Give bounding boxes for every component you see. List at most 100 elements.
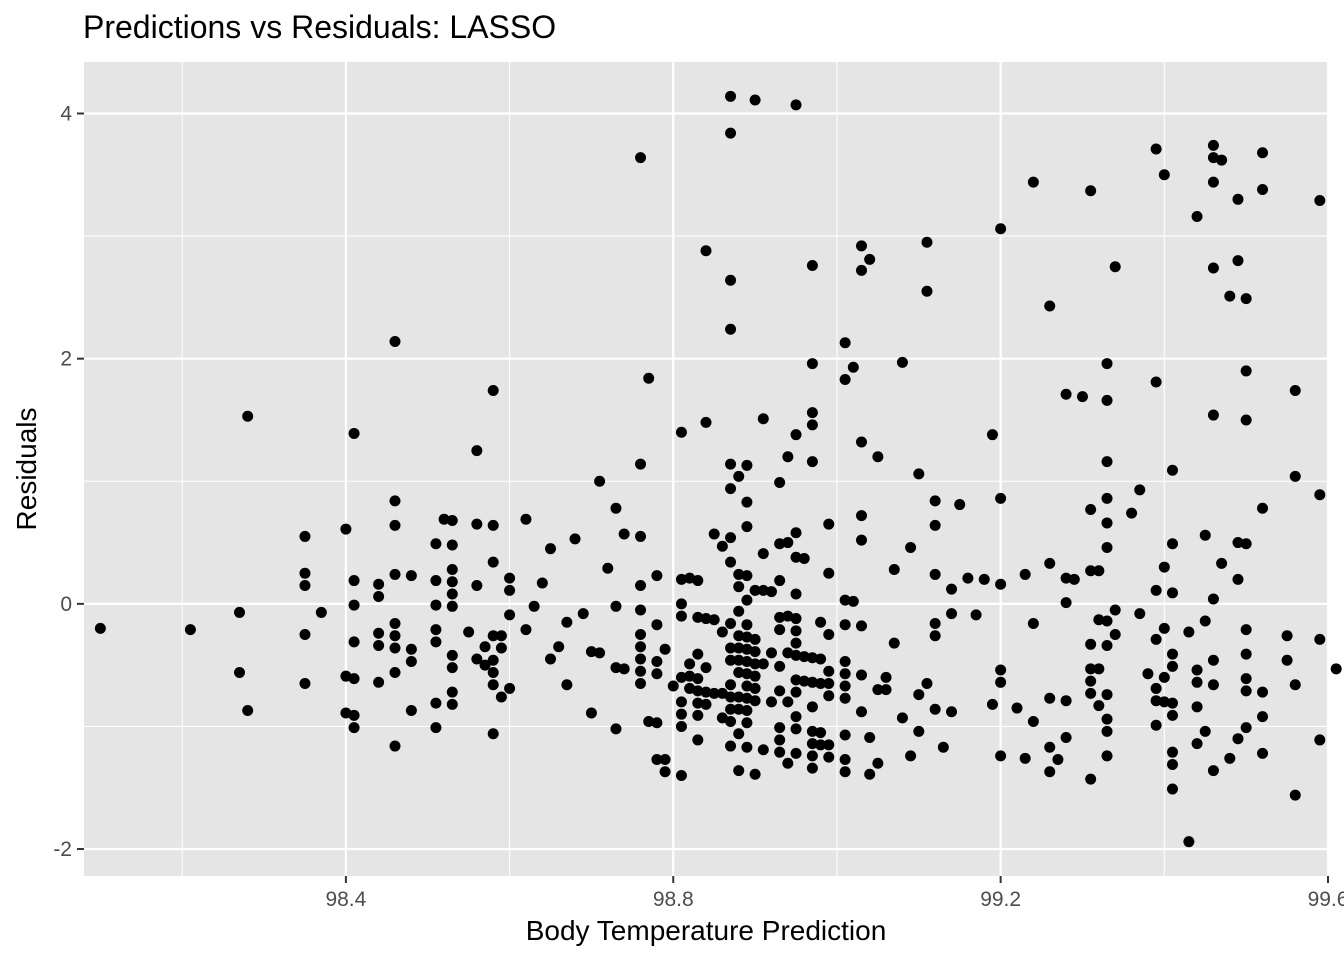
data-point (405, 643, 417, 655)
data-point (651, 754, 663, 766)
data-point (790, 686, 802, 698)
data-point (864, 731, 876, 743)
data-point (487, 654, 499, 666)
data-point (774, 538, 786, 550)
data-point (806, 750, 818, 762)
data-point (479, 659, 491, 671)
data-point (798, 675, 810, 687)
data-point (1150, 143, 1162, 155)
data-point (790, 711, 802, 723)
data-point (1240, 685, 1252, 697)
data-point (1216, 557, 1228, 569)
data-point (1150, 695, 1162, 707)
data-point (1052, 754, 1064, 766)
data-point (675, 708, 687, 720)
data-point (692, 648, 704, 660)
data-point (643, 372, 655, 384)
data-point (405, 655, 417, 667)
data-point (635, 641, 647, 653)
data-point (1232, 573, 1244, 585)
data-point (1134, 484, 1146, 496)
data-point (765, 696, 777, 708)
data-point (839, 655, 851, 667)
data-point (1085, 663, 1097, 675)
data-point (790, 625, 802, 637)
data-point (692, 734, 704, 746)
data-point (479, 641, 491, 653)
data-point (815, 678, 827, 690)
data-point (823, 678, 835, 690)
data-point (348, 709, 360, 721)
data-point (962, 572, 974, 584)
data-point (675, 598, 687, 610)
data-point (1011, 702, 1023, 714)
data-point (1240, 722, 1252, 734)
data-point (1101, 541, 1113, 553)
data-point (733, 568, 745, 580)
data-point (373, 640, 385, 652)
data-point (487, 728, 499, 740)
data-point (1019, 568, 1031, 580)
data-point (348, 636, 360, 648)
data-point (1207, 176, 1219, 188)
data-point (487, 630, 499, 642)
data-point (299, 678, 311, 690)
data-point (610, 723, 622, 735)
data-point (373, 676, 385, 688)
data-point (1224, 752, 1236, 764)
data-point (1142, 668, 1154, 680)
chart-title: Predictions vs Residuals: LASSO (83, 9, 556, 45)
x-tick-label: 98.8 (653, 888, 694, 911)
data-point (749, 682, 761, 694)
data-point (389, 630, 401, 642)
data-point (1158, 696, 1170, 708)
data-point (929, 617, 941, 629)
data-point (585, 646, 597, 658)
data-point (659, 754, 671, 766)
data-point (856, 436, 867, 448)
data-point (446, 698, 458, 710)
data-point (782, 537, 794, 549)
data-point (651, 668, 663, 680)
data-point (937, 741, 949, 753)
x-tick-label: 99.2 (980, 888, 1021, 911)
data-point (733, 765, 745, 777)
data-point (815, 653, 827, 665)
data-point (299, 567, 311, 579)
data-point (577, 608, 589, 620)
data-point (790, 674, 802, 686)
data-point (569, 533, 581, 545)
data-point (675, 671, 687, 683)
data-point (1027, 716, 1039, 728)
data-point (872, 451, 884, 463)
data-point (716, 687, 728, 699)
data-point (1191, 676, 1203, 688)
data-point (995, 578, 1007, 590)
data-point (978, 573, 990, 585)
data-point (782, 451, 794, 463)
data-point (610, 502, 622, 514)
data-point (446, 649, 458, 661)
data-point (815, 727, 827, 739)
data-point (1289, 679, 1301, 691)
data-point (888, 637, 900, 649)
data-point (1240, 648, 1252, 660)
data-point (806, 407, 818, 419)
data-point (348, 599, 360, 611)
data-point (749, 695, 761, 707)
data-point (373, 578, 385, 590)
data-point (471, 579, 483, 591)
data-point (1150, 584, 1162, 596)
data-point (856, 706, 867, 718)
data-point (839, 766, 851, 778)
data-point (446, 564, 458, 576)
data-point (929, 568, 941, 580)
data-point (487, 667, 499, 678)
data-point (1085, 773, 1097, 785)
data-point (839, 337, 851, 349)
data-point (1191, 738, 1203, 750)
data-point (315, 606, 327, 618)
data-point (986, 698, 998, 710)
data-point (896, 356, 908, 368)
data-point (299, 579, 311, 591)
